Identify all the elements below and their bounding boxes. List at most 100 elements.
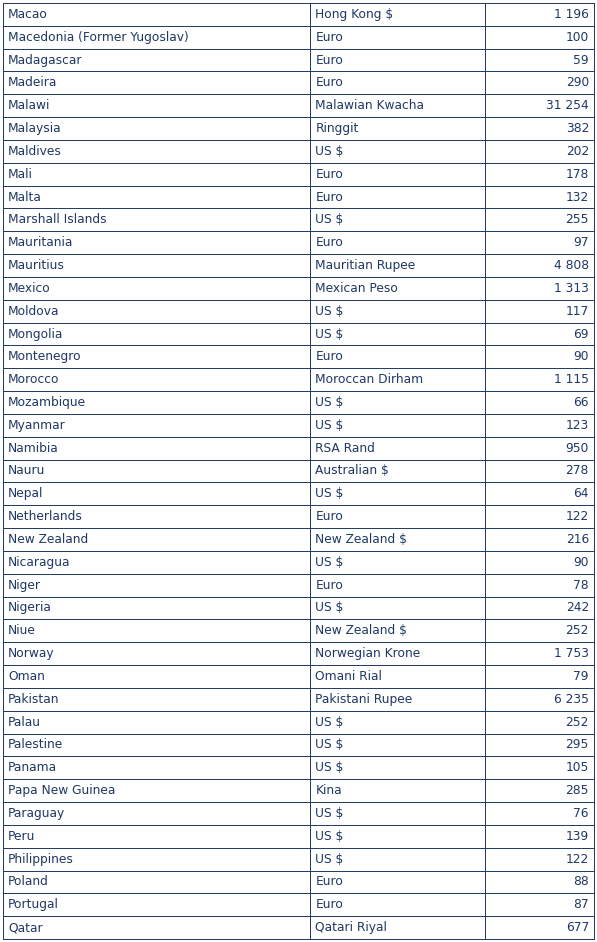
Text: Panama: Panama [8, 761, 57, 774]
Text: 677: 677 [566, 921, 589, 934]
Text: Nauru: Nauru [8, 464, 45, 478]
Text: Euro: Euro [315, 31, 343, 43]
Text: Malaysia: Malaysia [8, 122, 61, 135]
Text: 105: 105 [565, 761, 589, 774]
Text: Euro: Euro [315, 76, 343, 89]
Text: Norwegian Krone: Norwegian Krone [315, 647, 420, 660]
Text: US $: US $ [315, 761, 343, 774]
Text: Mauritania: Mauritania [8, 236, 73, 250]
Text: US $: US $ [315, 556, 343, 569]
Text: Macedonia (Former Yugoslav): Macedonia (Former Yugoslav) [8, 31, 189, 43]
Text: Euro: Euro [315, 350, 343, 364]
Text: Euro: Euro [315, 190, 343, 203]
Text: 79: 79 [574, 670, 589, 683]
Text: US $: US $ [315, 853, 343, 866]
Text: 4 808: 4 808 [554, 259, 589, 272]
Text: US $: US $ [315, 602, 343, 614]
Text: 122: 122 [566, 511, 589, 523]
Text: 139: 139 [566, 830, 589, 843]
Text: Madeira: Madeira [8, 76, 57, 89]
Text: Euro: Euro [315, 168, 343, 181]
Text: 295: 295 [565, 739, 589, 752]
Text: Euro: Euro [315, 236, 343, 250]
Text: Kina: Kina [315, 784, 342, 797]
Text: Nepal: Nepal [8, 487, 44, 500]
Text: Australian $: Australian $ [315, 464, 389, 478]
Text: 1 313: 1 313 [554, 282, 589, 295]
Text: Euro: Euro [315, 54, 343, 67]
Text: 950: 950 [565, 442, 589, 455]
Text: Malawian Kwacha: Malawian Kwacha [315, 99, 424, 112]
Text: 382: 382 [565, 122, 589, 135]
Text: 66: 66 [574, 396, 589, 409]
Text: 87: 87 [573, 899, 589, 911]
Text: US $: US $ [315, 807, 343, 820]
Text: New Zealand $: New Zealand $ [315, 533, 407, 546]
Text: 78: 78 [573, 578, 589, 592]
Text: Papa New Guinea: Papa New Guinea [8, 784, 115, 797]
Text: Qatar: Qatar [8, 921, 42, 934]
Text: 90: 90 [574, 556, 589, 569]
Text: 1 115: 1 115 [554, 373, 589, 386]
Text: Mozambique: Mozambique [8, 396, 86, 409]
Text: 88: 88 [573, 875, 589, 888]
Text: Portugal: Portugal [8, 899, 59, 911]
Text: Palestine: Palestine [8, 739, 63, 752]
Text: Pakistani Rupee: Pakistani Rupee [315, 692, 413, 706]
Text: Norway: Norway [8, 647, 54, 660]
Text: US $: US $ [315, 716, 343, 728]
Text: Niger: Niger [8, 578, 41, 592]
Text: Mauritian Rupee: Mauritian Rupee [315, 259, 416, 272]
Text: Mongolia: Mongolia [8, 328, 63, 340]
Text: Mexican Peso: Mexican Peso [315, 282, 398, 295]
Text: US $: US $ [315, 419, 343, 431]
Text: Nicaragua: Nicaragua [8, 556, 70, 569]
Text: 132: 132 [566, 190, 589, 203]
Text: Morocco: Morocco [8, 373, 60, 386]
Text: 100: 100 [566, 31, 589, 43]
Text: Malta: Malta [8, 190, 42, 203]
Text: 90: 90 [574, 350, 589, 364]
Text: 252: 252 [565, 716, 589, 728]
Text: 252: 252 [565, 625, 589, 638]
Text: Namibia: Namibia [8, 442, 59, 455]
Text: 97: 97 [574, 236, 589, 250]
Text: 285: 285 [565, 784, 589, 797]
Text: US $: US $ [315, 328, 343, 340]
Text: US $: US $ [315, 396, 343, 409]
Text: Paraguay: Paraguay [8, 807, 65, 820]
Text: 76: 76 [574, 807, 589, 820]
Text: Euro: Euro [315, 875, 343, 888]
Text: Poland: Poland [8, 875, 49, 888]
Text: 31 254: 31 254 [546, 99, 589, 112]
Text: 117: 117 [566, 304, 589, 317]
Text: Palau: Palau [8, 716, 41, 728]
Text: 178: 178 [565, 168, 589, 181]
Text: 216: 216 [566, 533, 589, 546]
Text: 1 196: 1 196 [554, 8, 589, 21]
Text: Euro: Euro [315, 899, 343, 911]
Text: Moroccan Dirham: Moroccan Dirham [315, 373, 423, 386]
Text: RSA Rand: RSA Rand [315, 442, 375, 455]
Text: Peru: Peru [8, 830, 35, 843]
Text: 123: 123 [566, 419, 589, 431]
Text: Niue: Niue [8, 625, 36, 638]
Text: Marshall Islands: Marshall Islands [8, 214, 107, 226]
Text: Ringgit: Ringgit [315, 122, 359, 135]
Text: Oman: Oman [8, 670, 45, 683]
Text: Netherlands: Netherlands [8, 511, 83, 523]
Text: US $: US $ [315, 830, 343, 843]
Text: Pakistan: Pakistan [8, 692, 60, 706]
Text: Maldives: Maldives [8, 145, 62, 158]
Text: Nigeria: Nigeria [8, 602, 52, 614]
Text: Qatari Riyal: Qatari Riyal [315, 921, 387, 934]
Text: Malawi: Malawi [8, 99, 50, 112]
Text: Macao: Macao [8, 8, 48, 21]
Text: Omani Rial: Omani Rial [315, 670, 382, 683]
Text: US $: US $ [315, 304, 343, 317]
Text: Moldova: Moldova [8, 304, 60, 317]
Text: US $: US $ [315, 145, 343, 158]
Text: US $: US $ [315, 739, 343, 752]
Text: 242: 242 [566, 602, 589, 614]
Text: US $: US $ [315, 214, 343, 226]
